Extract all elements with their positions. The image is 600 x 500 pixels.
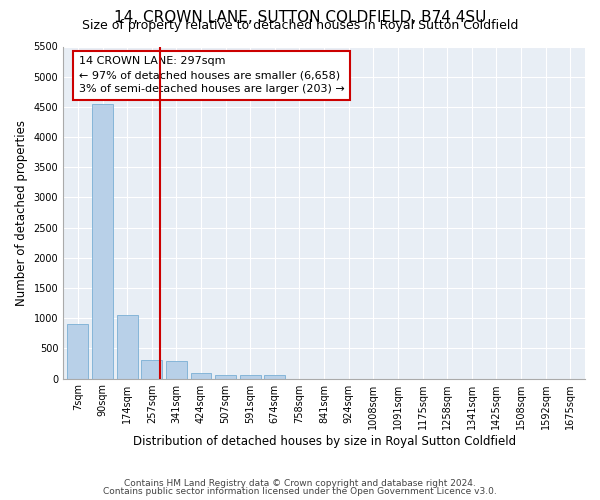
Bar bbox=[166, 361, 187, 378]
Bar bbox=[92, 104, 113, 378]
Y-axis label: Number of detached properties: Number of detached properties bbox=[15, 120, 28, 306]
Text: Contains public sector information licensed under the Open Government Licence v3: Contains public sector information licen… bbox=[103, 487, 497, 496]
Text: Size of property relative to detached houses in Royal Sutton Coldfield: Size of property relative to detached ho… bbox=[82, 19, 518, 32]
Bar bbox=[67, 324, 88, 378]
X-axis label: Distribution of detached houses by size in Royal Sutton Coldfield: Distribution of detached houses by size … bbox=[133, 434, 515, 448]
Text: Contains HM Land Registry data © Crown copyright and database right 2024.: Contains HM Land Registry data © Crown c… bbox=[124, 478, 476, 488]
Bar bbox=[117, 314, 137, 378]
Bar bbox=[240, 376, 261, 378]
Bar bbox=[191, 373, 211, 378]
Bar bbox=[215, 375, 236, 378]
Text: 14, CROWN LANE, SUTTON COLDFIELD, B74 4SU: 14, CROWN LANE, SUTTON COLDFIELD, B74 4S… bbox=[114, 10, 486, 25]
Text: 14 CROWN LANE: 297sqm
← 97% of detached houses are smaller (6,658)
3% of semi-de: 14 CROWN LANE: 297sqm ← 97% of detached … bbox=[79, 56, 344, 94]
Bar bbox=[265, 376, 286, 378]
Bar bbox=[142, 360, 162, 378]
